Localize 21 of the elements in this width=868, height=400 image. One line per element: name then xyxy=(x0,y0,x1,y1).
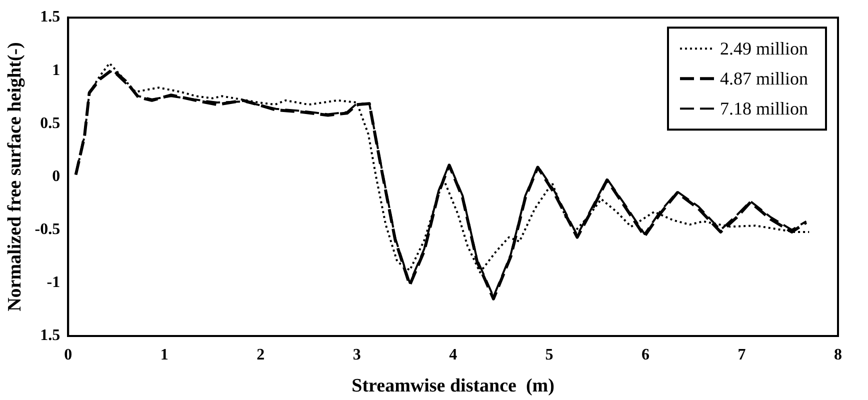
y-tick-label: -1 xyxy=(46,274,60,292)
x-axis-title: Streamwise distance (m) xyxy=(352,376,554,397)
x-tick-label: 1 xyxy=(160,346,168,364)
x-tick-label: 3 xyxy=(352,346,361,364)
legend-label: 7.18 million xyxy=(720,98,808,118)
legend-label: 2.49 million xyxy=(720,38,808,58)
y-tick-label: 0.5 xyxy=(40,114,60,132)
x-tick-label: 0 xyxy=(64,346,72,364)
x-tick-label: 7 xyxy=(738,346,746,364)
y-tick-label: 0 xyxy=(52,168,60,185)
y-tick-label: 1 xyxy=(52,62,60,79)
x-tick-label: 2 xyxy=(256,346,265,364)
x-tick-label: 4 xyxy=(449,346,458,364)
x-tick-label: 6 xyxy=(642,346,650,364)
legend-label: 4.87 million xyxy=(720,68,808,88)
y-tick-label: -0.5 xyxy=(34,221,60,238)
y-tick-label: 1.5 xyxy=(40,327,60,344)
x-tick-label: 5 xyxy=(545,346,554,364)
x-tick-label: 8 xyxy=(834,346,842,364)
y-tick-label: 1.5 xyxy=(40,8,60,26)
y-axis-title: Normalized free surface height(-) xyxy=(4,42,26,312)
